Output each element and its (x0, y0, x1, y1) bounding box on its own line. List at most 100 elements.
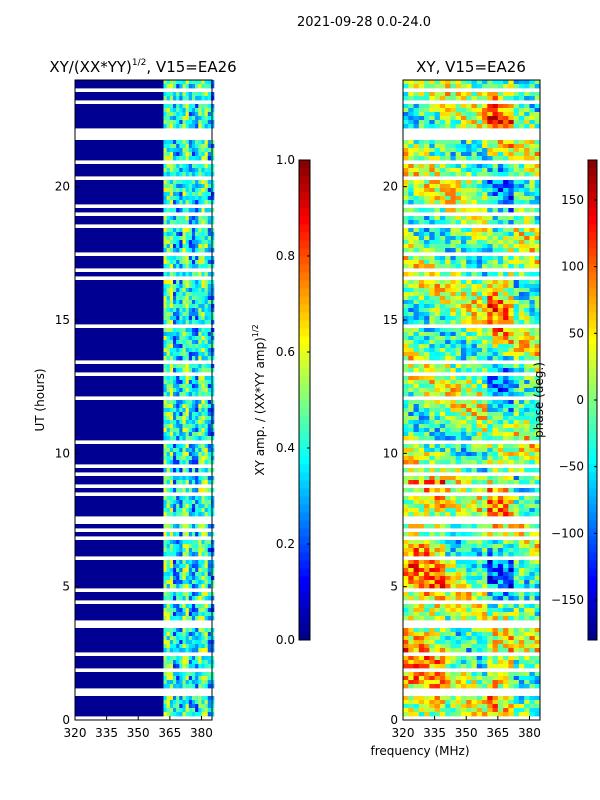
heatmap-cell (455, 308, 462, 313)
heatmap-cell (529, 392, 536, 397)
heatmap-cell (508, 356, 515, 361)
heatmap-cell (434, 420, 441, 425)
heatmap-cell (163, 632, 167, 637)
heatmap-cell (466, 376, 472, 381)
heatmap-cell (524, 348, 530, 353)
heatmap-cell (503, 628, 509, 633)
heatmap-cell (210, 524, 215, 529)
heatmap-cell (207, 424, 212, 429)
heatmap-cell (173, 612, 177, 617)
heatmap-cell (201, 568, 205, 573)
heatmap-cell (466, 608, 472, 613)
heatmap-cell (185, 432, 190, 437)
heatmap-cell (503, 608, 509, 613)
heatmap-cell (210, 580, 215, 585)
heatmap-cell (201, 328, 205, 333)
heatmap-cell (482, 312, 488, 317)
heatmap-cell (450, 248, 457, 253)
heatmap-cell (487, 308, 493, 313)
heatmap-cell (413, 260, 420, 265)
heatmap-cell (166, 636, 171, 641)
heatmap-cell (182, 496, 186, 501)
y-tick: 20 (55, 180, 79, 194)
heatmap-cell (163, 388, 167, 393)
heatmap-cell (460, 404, 467, 409)
heatmap-cell (471, 448, 478, 453)
heatmap-cell (503, 448, 509, 453)
heatmap-cell (513, 260, 520, 265)
heatmap-cell (455, 220, 462, 225)
heatmap-cell (210, 280, 215, 285)
heatmap-cell (207, 328, 212, 333)
heatmap-cell (534, 612, 541, 617)
heatmap-cell (434, 512, 441, 517)
heatmap-cell (429, 152, 436, 157)
heatmap-cell (198, 576, 202, 581)
heatmap-cell (169, 488, 174, 493)
heatmap-cell (429, 140, 436, 145)
heatmap-cell (166, 456, 171, 461)
heatmap-cell (179, 228, 183, 233)
heatmap-cell (204, 152, 208, 157)
heatmap-cell (497, 408, 504, 413)
heatmap-cell (492, 232, 499, 237)
heatmap-cell (513, 148, 520, 153)
heatmap-cell (476, 168, 483, 173)
heatmap-cell (201, 156, 205, 161)
heatmap-cell (182, 292, 186, 297)
heatmap-cell (503, 288, 509, 293)
heatmap-cell (188, 196, 193, 201)
heatmap-cell (201, 244, 205, 249)
heatmap-cell (195, 576, 199, 581)
heatmap-cell (198, 424, 202, 429)
x-tick-label: 320 (64, 726, 87, 740)
heatmap-cell (534, 428, 541, 433)
heatmap-cell (210, 200, 215, 205)
heatmap-cell (513, 432, 520, 437)
heatmap-cell (476, 404, 483, 409)
heatmap-cell (176, 596, 180, 601)
heatmap-cell (179, 164, 183, 169)
heatmap-cell (176, 400, 180, 405)
heatmap-cell (466, 184, 472, 189)
heatmap-cell (524, 548, 530, 553)
colorbar-tick-label: 0.0 (276, 633, 295, 647)
heatmap-cell (169, 196, 174, 201)
heatmap-cell (476, 108, 483, 113)
heatmap-cell (518, 568, 525, 573)
heatmap-cell (195, 700, 199, 705)
heatmap-cell (487, 236, 493, 241)
heatmap-cell (524, 240, 530, 245)
heatmap-cell (75, 116, 164, 121)
heatmap-cell (188, 316, 193, 321)
heatmap-cell (460, 328, 467, 333)
heatmap-cell (191, 200, 196, 205)
heatmap-cell (75, 96, 164, 101)
heatmap-cell (166, 104, 171, 109)
heatmap-cell (413, 420, 420, 425)
heatmap-cell (445, 284, 451, 289)
heatmap-cell (188, 532, 193, 537)
heatmap-cell (163, 436, 167, 441)
heatmap-cell (508, 148, 515, 153)
heatmap-cell (198, 604, 202, 609)
figure-suptitle: 2021-09-28 0.0-24.0 (297, 15, 431, 30)
heatmap-cell (169, 404, 174, 409)
heatmap-cell (429, 112, 436, 117)
heatmap-cell (408, 404, 414, 409)
heatmap-cell (198, 384, 202, 389)
heatmap-cell (471, 348, 478, 353)
heatmap-cell (476, 112, 483, 117)
heatmap-cell (450, 364, 457, 369)
heatmap-cell (434, 560, 441, 565)
heatmap-cell (497, 388, 504, 393)
heatmap-cell (207, 288, 212, 293)
heatmap-cell (185, 628, 190, 633)
heatmap-cell (169, 84, 174, 89)
heatmap-cell (429, 228, 436, 233)
heatmap-cell (182, 144, 186, 149)
heatmap-cell (434, 232, 441, 237)
heatmap-cell (163, 504, 167, 509)
heatmap-cell (450, 184, 457, 189)
heatmap-cell (188, 480, 193, 485)
